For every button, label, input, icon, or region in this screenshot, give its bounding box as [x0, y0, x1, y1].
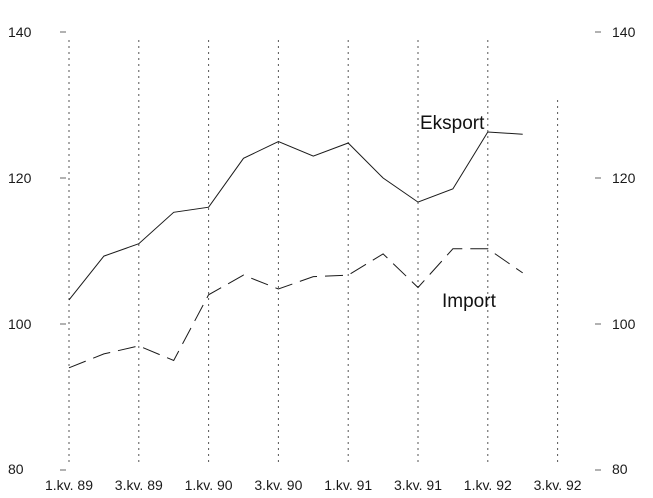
- series-label-eksport: Eksport: [420, 113, 485, 134]
- y-tick-label-right-120: 120: [612, 170, 636, 186]
- x-tick-label-0: 1.kv. 89: [45, 477, 93, 493]
- series-labels: Eksport Import: [420, 113, 497, 312]
- series-label-import: Import: [442, 291, 497, 312]
- x-axis-labels: 1.kv. 89 3.kv. 89 1.kv. 90 3.kv. 90 1.kv. 91…: [45, 477, 582, 493]
- series: [68, 131, 523, 369]
- x-tick-label-3: 3.kv. 90: [254, 477, 302, 493]
- y-tick-label-left-120: 120: [8, 170, 32, 186]
- x-tick-label-1: 3.kv. 89: [115, 477, 163, 493]
- x-tick-label-5: 3.kv. 91: [394, 477, 442, 493]
- x-tick-label-4: 1.kv. 91: [324, 477, 372, 493]
- x-tick-label-6: 1.kv. 92: [464, 477, 512, 493]
- y-tick-label-left-80: 80: [8, 461, 24, 477]
- x-tick-label-2: 1.kv. 90: [185, 477, 233, 493]
- y-tick-label-right-140: 140: [612, 24, 636, 40]
- y-tick-label-left-140: 140: [8, 24, 32, 40]
- y-tick-label-right-100: 100: [612, 316, 636, 332]
- y-axis-left: 140 120 100 80: [8, 24, 32, 477]
- grid: [60, 31, 601, 471]
- series-line-import: [68, 248, 523, 369]
- y-tick-label-right-80: 80: [612, 461, 628, 477]
- series-line-eksport: [68, 131, 523, 301]
- y-tick-label-left-100: 100: [8, 316, 32, 332]
- y-axis-right: 140 120 100 80: [612, 24, 636, 477]
- x-tick-label-7: 3.kv. 92: [534, 477, 582, 493]
